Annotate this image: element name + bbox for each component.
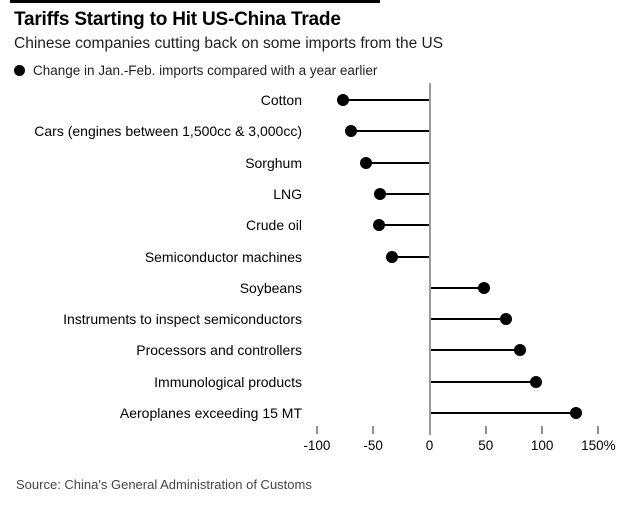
axis-tick-label: 100 <box>530 438 554 453</box>
axis-tick-mark <box>541 426 544 434</box>
category-label: Immunological products <box>154 373 302 390</box>
category-label: Aeroplanes exceeding 15 MT <box>119 405 302 421</box>
category-label: Sorghum <box>245 154 302 171</box>
axis-tick-label: -100 <box>303 438 331 453</box>
lollipop-line <box>392 255 430 258</box>
axis-tick-label: 50 <box>478 438 494 453</box>
data-point-dot <box>372 219 385 232</box>
lollipop-line <box>429 349 520 352</box>
axis-tick-label: -50 <box>363 438 383 453</box>
data-point-dot <box>513 344 526 357</box>
category-label: LNG <box>273 185 302 202</box>
chart-title: Tariffs Starting to Hit US-China Trade <box>14 9 341 30</box>
category-label: Crude oil <box>245 217 302 234</box>
axis-tick-mark <box>372 426 375 434</box>
category-label: Semiconductor machines <box>144 248 302 265</box>
lollipop-line <box>366 161 430 164</box>
category-label: Cars (engines between 1,500cc & 3,000cc) <box>34 123 302 140</box>
category-label: Soybeans <box>239 279 302 296</box>
axis-tick-label: 0 <box>425 438 434 453</box>
data-point-dot <box>569 407 582 419</box>
lollipop-line <box>342 99 430 101</box>
lollipop-line <box>429 286 484 289</box>
lollipop-line <box>379 192 430 195</box>
axis-tick-label: 150% <box>581 438 616 453</box>
data-point-dot <box>386 250 399 263</box>
lollipop-line <box>350 130 430 133</box>
chart-subtitle: Chinese companies cutting back on some i… <box>14 35 444 52</box>
category-label: Cotton <box>260 92 302 108</box>
data-point-dot <box>477 281 490 294</box>
top-rule <box>10 0 380 3</box>
data-point-dot <box>373 187 386 200</box>
category-label: Processors and controllers <box>136 342 302 359</box>
lollipop-line <box>429 318 507 321</box>
lollipop-line <box>429 412 576 414</box>
data-point-dot <box>360 156 373 169</box>
legend-label: Change in Jan.-Feb. imports compared wit… <box>33 63 378 78</box>
source-attribution: Source: China's General Administration o… <box>16 477 312 492</box>
data-point-dot <box>530 375 543 388</box>
data-point-dot <box>500 313 513 326</box>
lollipop-line <box>378 224 430 227</box>
data-point-dot <box>336 94 349 106</box>
axis-tick-mark <box>597 426 600 434</box>
axis-tick-mark <box>315 426 318 434</box>
axis-tick-mark <box>484 426 487 434</box>
data-point-dot <box>344 125 357 138</box>
category-label: Instruments to inspect semiconductors <box>63 311 302 328</box>
dot-icon <box>14 65 25 76</box>
legend: Change in Jan.-Feb. imports compared wit… <box>14 63 377 78</box>
lollipop-line <box>429 380 537 383</box>
zero-baseline-axis <box>428 83 431 435</box>
